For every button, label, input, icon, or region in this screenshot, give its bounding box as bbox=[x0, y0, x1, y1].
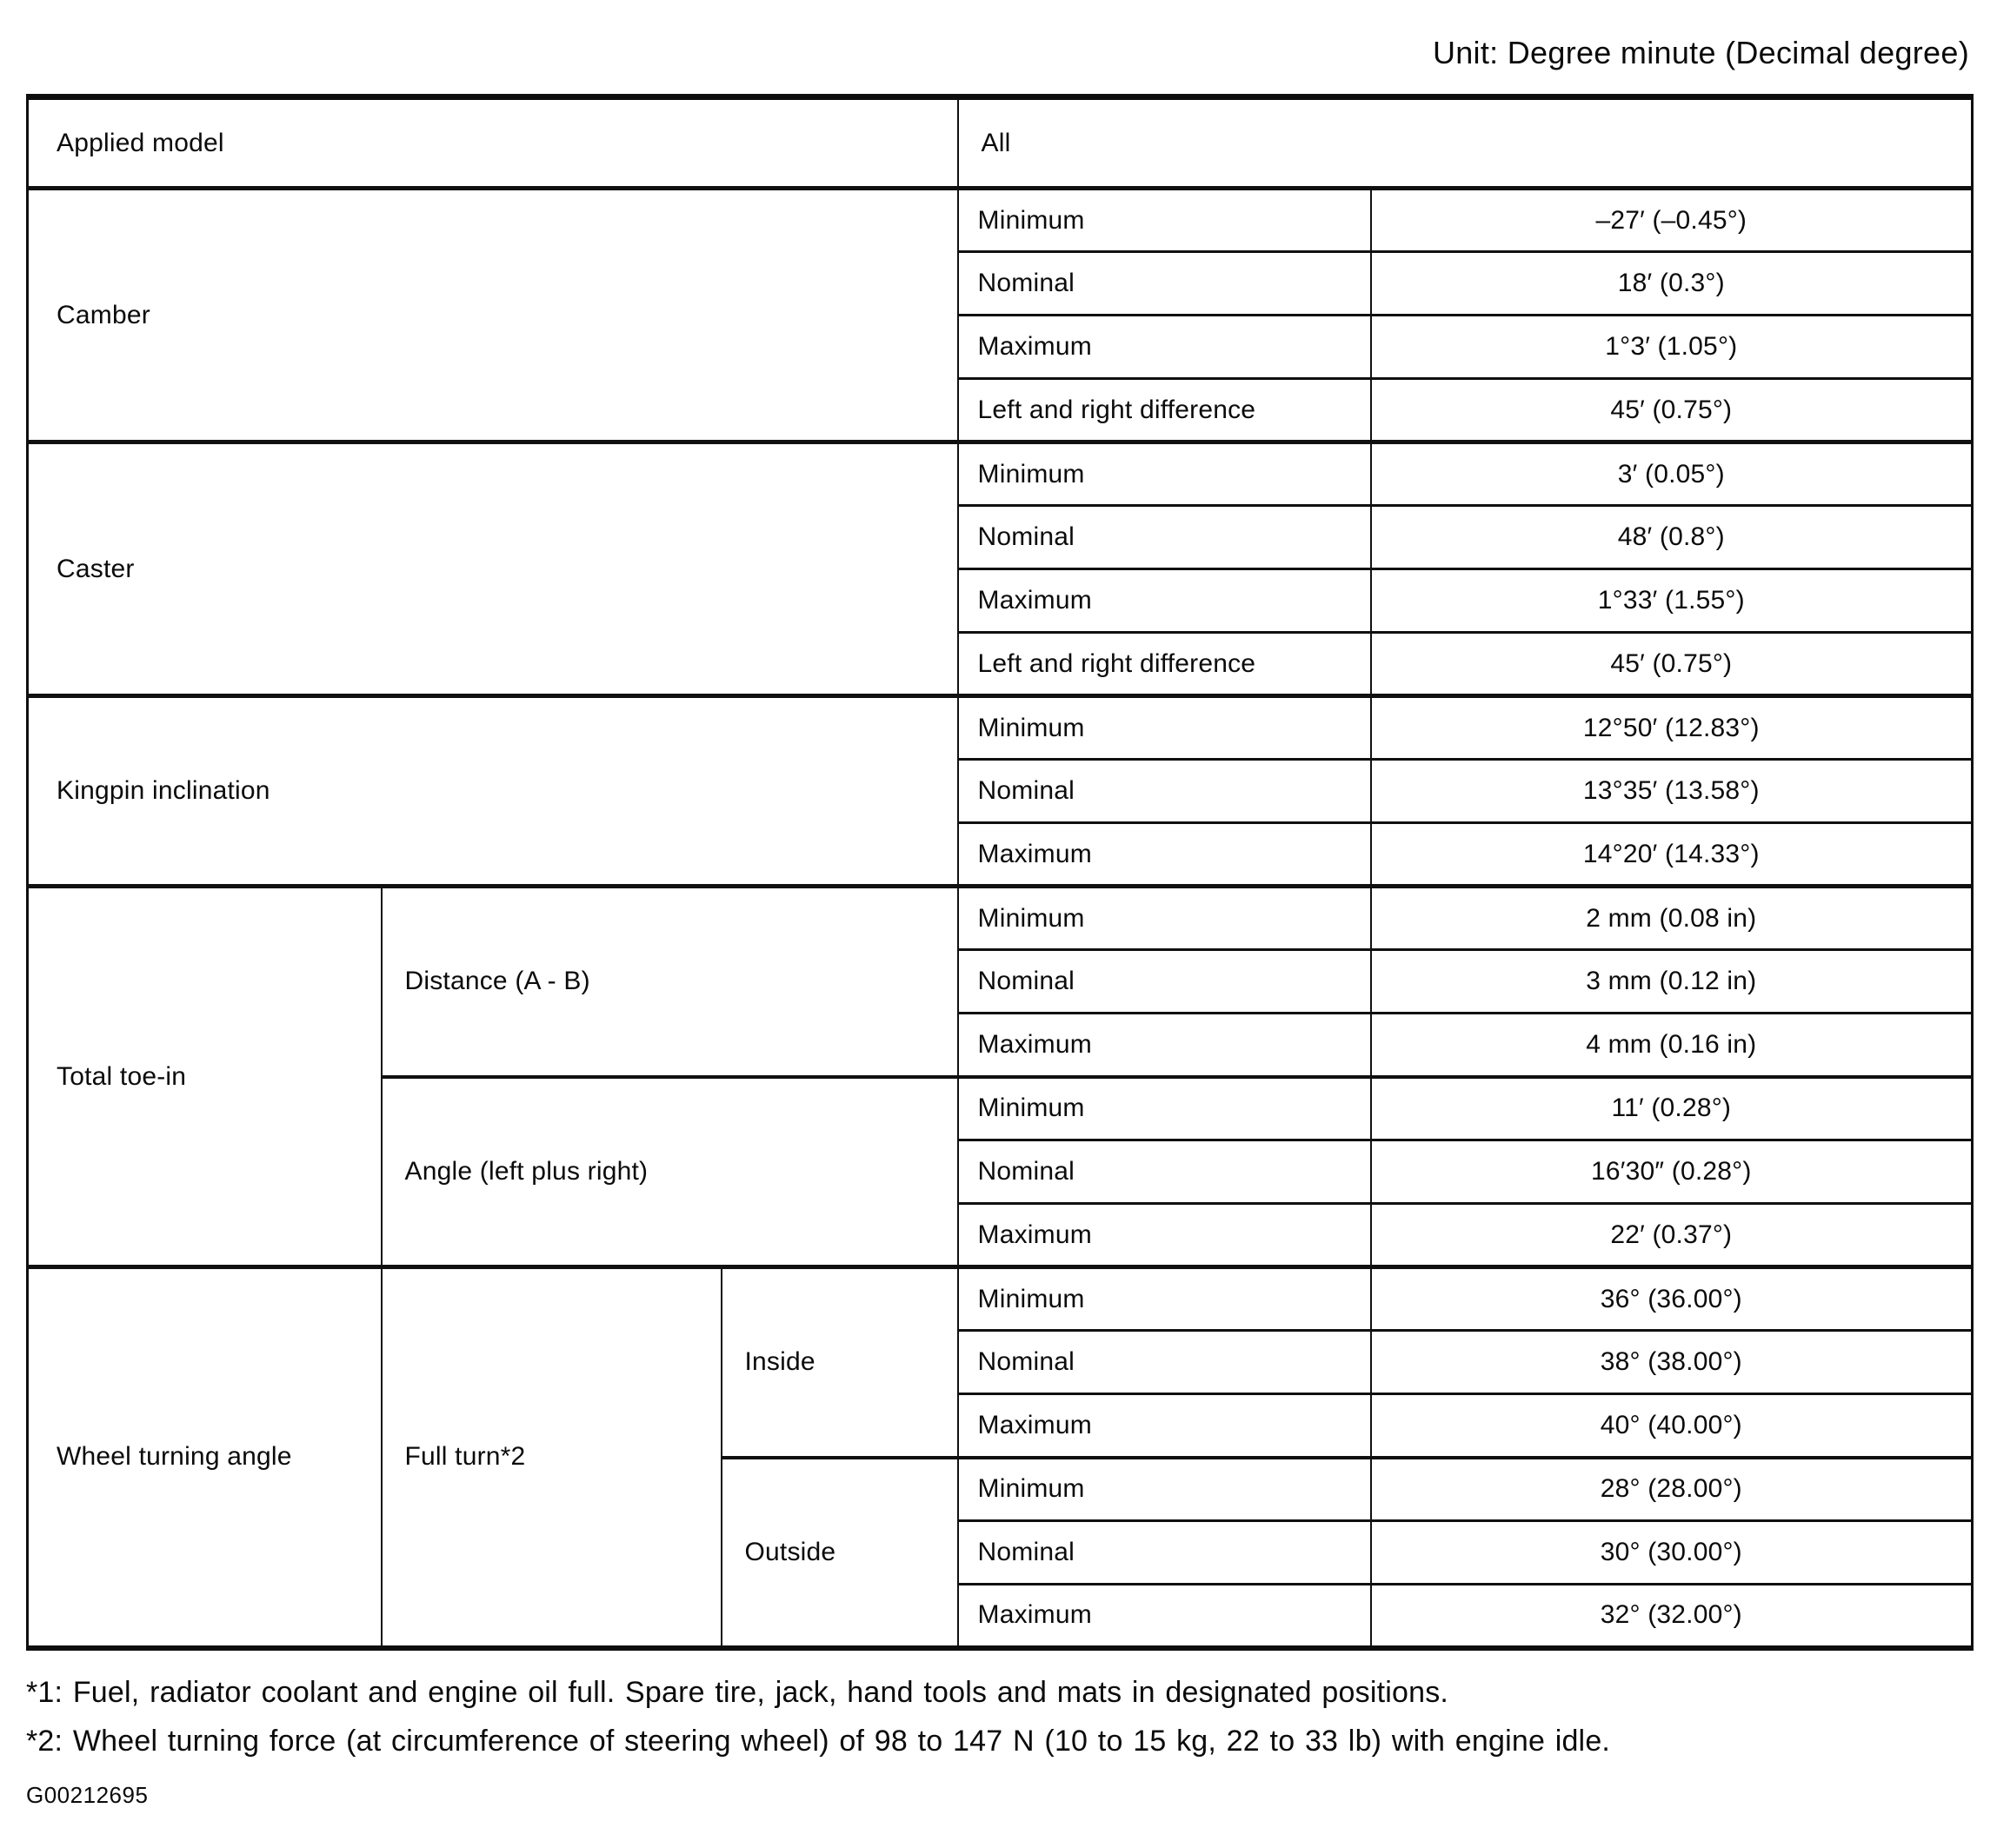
table-row: Camber Minimum –27′ (–0.45°) bbox=[26, 186, 1974, 443]
row-label: Left and right difference bbox=[956, 631, 1372, 697]
row-value: 38° (38.00°) bbox=[1369, 1329, 1974, 1395]
table-row: Maximum 14°20′ (14.33°) bbox=[28, 821, 1974, 887]
row-label: Nominal bbox=[956, 948, 1372, 1014]
table-row: Kingpin inclination Minimum 12°50′ (12.8… bbox=[26, 694, 1974, 887]
row-label: Minimum bbox=[956, 186, 1372, 253]
table-row: Outside Minimum 28° (28.00°) bbox=[28, 1455, 1974, 1649]
row-label: Nominal bbox=[956, 504, 1372, 570]
alignment-spec-table: Applied model All Camber Minimum –27′ (–… bbox=[26, 94, 1974, 1651]
row-label: Nominal bbox=[956, 250, 1372, 316]
table-row: Maximum 1°3′ (1.05°) bbox=[28, 314, 1974, 380]
unit-note: Unit: Degree minute (Decimal degree) bbox=[1432, 35, 1969, 70]
table-row: Nominal 13°35′ (13.58°) bbox=[28, 758, 1974, 824]
row-value: 1°33′ (1.55°) bbox=[1369, 568, 1974, 634]
row-value: –27′ (–0.45°) bbox=[1369, 186, 1974, 253]
row-value: 3 mm (0.12 in) bbox=[1369, 948, 1974, 1014]
row-value: 18′ (0.3°) bbox=[1369, 250, 1974, 316]
section-total-toe-in: Total toe-in bbox=[26, 884, 383, 1268]
applied-model-label: Applied model bbox=[26, 96, 959, 190]
table-row: Nominal 30° (30.00°) bbox=[28, 1519, 1974, 1585]
row-label: Maximum bbox=[956, 821, 1372, 887]
row-label: Minimum bbox=[956, 440, 1372, 507]
table-row: Maximum 1°33′ (1.55°) bbox=[28, 568, 1974, 634]
table-row: Wheel turning angle Full turn*2 Inside M… bbox=[26, 1265, 1974, 1649]
table-row: Total toe-in Distance (A - B) Minimum 2 … bbox=[26, 884, 1974, 1268]
row-label: Minimum bbox=[956, 884, 1372, 951]
row-label: Maximum bbox=[956, 314, 1372, 380]
figure-id: G00212695 bbox=[26, 1782, 149, 1808]
subsection-distance: Distance (A - B) bbox=[380, 884, 959, 1078]
section-caster: Caster bbox=[26, 440, 959, 697]
row-value: 40° (40.00°) bbox=[1369, 1393, 1974, 1459]
table-row: Left and right difference 45′ (0.75°) bbox=[28, 631, 1974, 697]
row-value: 12°50′ (12.83°) bbox=[1369, 694, 1974, 761]
table-row: Nominal 38° (38.00°) bbox=[28, 1329, 1974, 1395]
row-value: 4 mm (0.16 in) bbox=[1369, 1012, 1974, 1078]
section-camber: Camber bbox=[26, 186, 959, 443]
row-label: Minimum bbox=[956, 1265, 1372, 1332]
table-row: Applied model All bbox=[26, 96, 1974, 190]
row-value: 36° (36.00°) bbox=[1369, 1265, 1974, 1332]
row-label: Maximum bbox=[956, 1012, 1372, 1078]
row-label: Minimum bbox=[956, 694, 1372, 761]
table-row: Maximum 40° (40.00°) bbox=[28, 1393, 1974, 1459]
subsection-inside: Inside bbox=[720, 1265, 959, 1459]
table-row: Maximum 22′ (0.37°) bbox=[28, 1202, 1974, 1268]
footnotes: *1: Fuel, radiator coolant and engine oi… bbox=[26, 1669, 1974, 1766]
row-value: 3′ (0.05°) bbox=[1369, 440, 1974, 507]
row-label: Maximum bbox=[956, 1583, 1372, 1649]
subsection-full-turn: Full turn*2 bbox=[380, 1265, 722, 1649]
table-row: Nominal 18′ (0.3°) bbox=[28, 250, 1974, 316]
table-row: Maximum 32° (32.00°) bbox=[28, 1583, 1974, 1649]
footnote-2: *2: Wheel turning force (at circumferenc… bbox=[26, 1724, 1611, 1758]
row-value: 45′ (0.75°) bbox=[1369, 631, 1974, 697]
row-label: Nominal bbox=[956, 758, 1372, 824]
table-row: Angle (left plus right) Minimum 11′ (0.2… bbox=[28, 1074, 1974, 1268]
footnote-1: *1: Fuel, radiator coolant and engine oi… bbox=[26, 1676, 1449, 1709]
table-row: Nominal 3 mm (0.12 in) bbox=[28, 948, 1974, 1014]
row-value: 2 mm (0.08 in) bbox=[1369, 884, 1974, 951]
subsection-outside: Outside bbox=[720, 1455, 959, 1649]
section-kingpin-inclination: Kingpin inclination bbox=[26, 694, 959, 887]
row-value: 22′ (0.37°) bbox=[1369, 1202, 1974, 1268]
table-row: Caster Minimum 3′ (0.05°) bbox=[26, 440, 1974, 697]
row-label: Maximum bbox=[956, 1202, 1372, 1268]
row-value: 13°35′ (13.58°) bbox=[1369, 758, 1974, 824]
row-label: Minimum bbox=[956, 1074, 1372, 1141]
row-value: 14°20′ (14.33°) bbox=[1369, 821, 1974, 887]
table-row: Left and right difference 45′ (0.75°) bbox=[28, 377, 1974, 443]
row-value: 1°3′ (1.05°) bbox=[1369, 314, 1974, 380]
row-value: 16′30″ (0.28°) bbox=[1369, 1139, 1974, 1205]
applied-model-value: All bbox=[956, 96, 1974, 190]
row-label: Nominal bbox=[956, 1139, 1372, 1205]
section-wheel-turning-angle: Wheel turning angle bbox=[26, 1265, 383, 1649]
row-label: Nominal bbox=[956, 1329, 1372, 1395]
row-label: Left and right difference bbox=[956, 377, 1372, 443]
row-label: Maximum bbox=[956, 568, 1372, 634]
row-value: 32° (32.00°) bbox=[1369, 1583, 1974, 1649]
subsection-angle: Angle (left plus right) bbox=[380, 1074, 959, 1268]
row-value: 11′ (0.28°) bbox=[1369, 1074, 1974, 1141]
row-label: Minimum bbox=[956, 1455, 1372, 1522]
table-row: Maximum 4 mm (0.16 in) bbox=[28, 1012, 1974, 1078]
table-row: Nominal 48′ (0.8°) bbox=[28, 504, 1974, 570]
row-value: 28° (28.00°) bbox=[1369, 1455, 1974, 1522]
table-row: Nominal 16′30″ (0.28°) bbox=[28, 1139, 1974, 1205]
row-label: Maximum bbox=[956, 1393, 1372, 1459]
row-value: 45′ (0.75°) bbox=[1369, 377, 1974, 443]
row-value: 48′ (0.8°) bbox=[1369, 504, 1974, 570]
row-value: 30° (30.00°) bbox=[1369, 1519, 1974, 1585]
row-label: Nominal bbox=[956, 1519, 1372, 1585]
